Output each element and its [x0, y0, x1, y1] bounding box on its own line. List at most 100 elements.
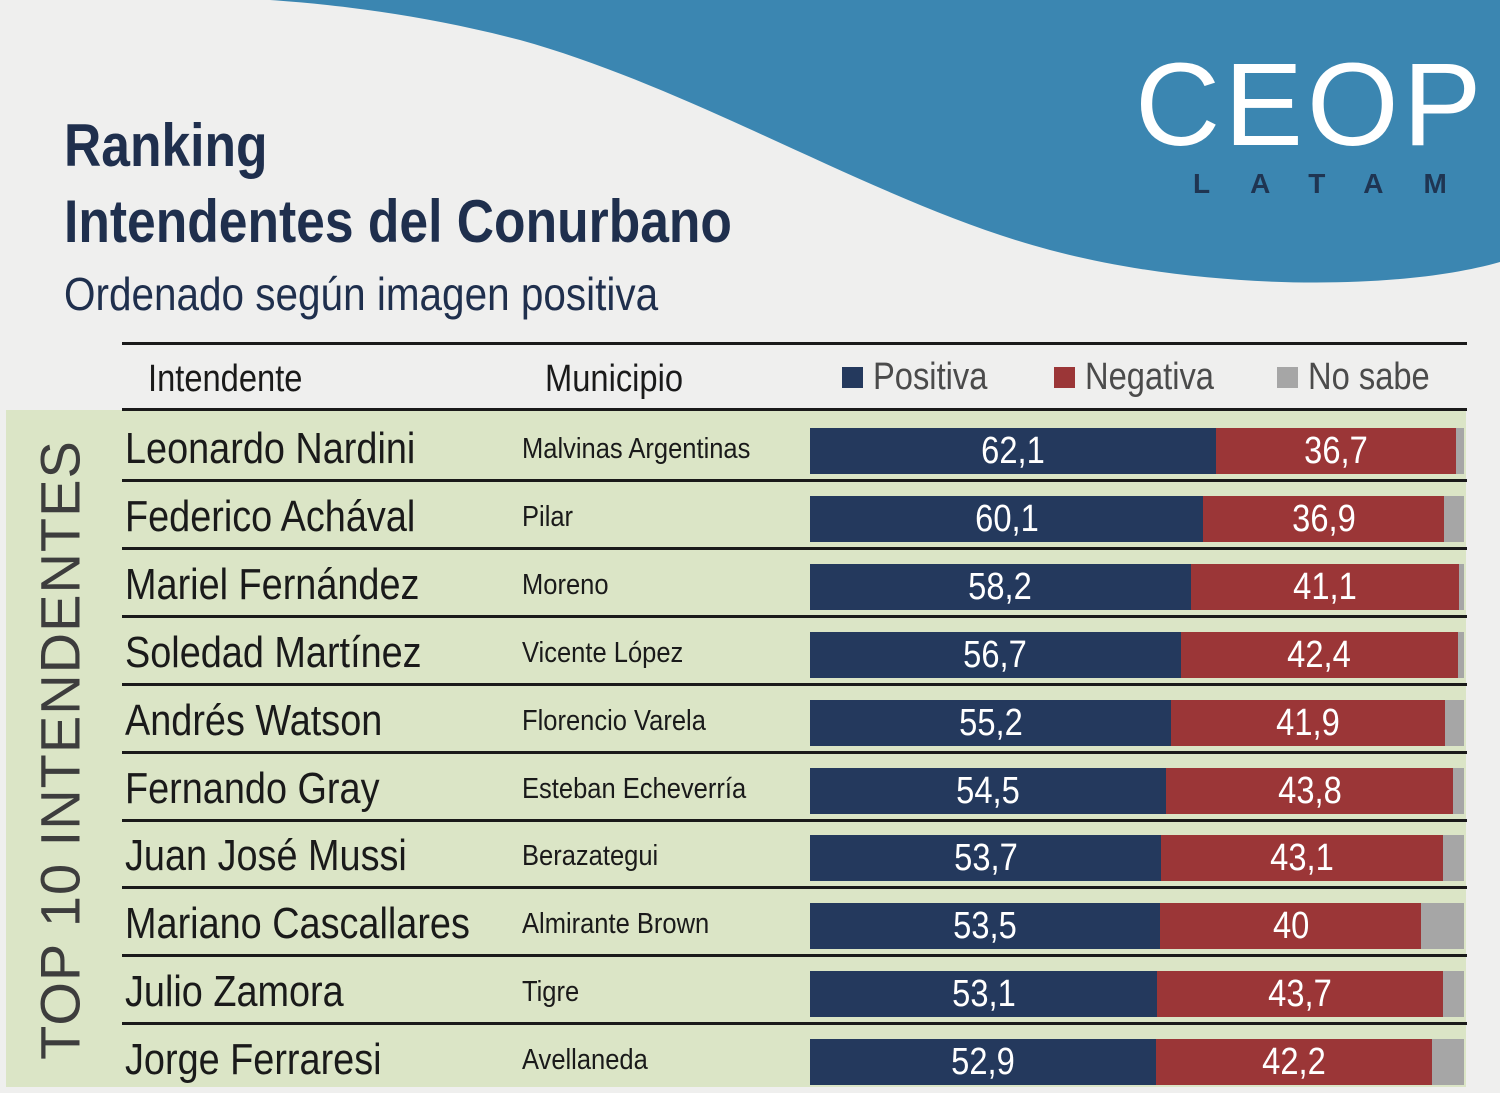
- data-label: 43,1: [1270, 837, 1334, 880]
- legend-swatch-no-sabe: [1277, 366, 1298, 388]
- chart-legend: Positiva Negativa No sabe: [842, 354, 1442, 400]
- header-wave-decoration: [270, 0, 1500, 283]
- intendente-name: Jorge Ferraresi: [125, 1035, 382, 1085]
- data-label: 43,8: [1277, 769, 1342, 812]
- municipio-name: Vicente López: [522, 636, 684, 669]
- title-line-1: Ranking: [64, 112, 268, 179]
- bar-segment-positiva: 53,7: [810, 835, 1162, 882]
- intendente-name: Mariel Fernández: [125, 559, 420, 609]
- column-header-intendente: Intendente: [148, 358, 303, 400]
- row-divider: [122, 546, 1467, 550]
- row-divider: [122, 682, 1467, 686]
- data-label: 42,4: [1287, 633, 1352, 676]
- bar-segment-no-sabe: [1431, 1039, 1464, 1086]
- municipio-name: Berazategui: [522, 840, 659, 873]
- ranking-row: Jorge Ferraresi Avellaneda 52,9 42,2: [122, 1025, 1467, 1093]
- bar-segment-positiva: 56,7: [810, 631, 1181, 678]
- bar-segment-no-sabe: [1458, 631, 1464, 678]
- logo-subtitle: LATAM: [1193, 168, 1487, 199]
- bar-segment-negativa: 42,4: [1180, 631, 1459, 678]
- municipio-name: Avellaneda: [522, 1044, 648, 1077]
- legend-label-no-sabe: No sabe: [1308, 355, 1430, 398]
- bar-segment-positiva: 58,2: [810, 563, 1191, 610]
- municipio-name: Malvinas Argentinas: [522, 433, 751, 465]
- data-label: 56,7: [963, 633, 1028, 676]
- data-label: 62,1: [981, 430, 1045, 472]
- bar-segment-positiva: 52,9: [810, 1039, 1156, 1086]
- bar-segment-no-sabe: [1445, 699, 1464, 746]
- stacked-bar: 60,1 36,9: [810, 495, 1464, 542]
- legend-swatch-positiva: [842, 366, 863, 388]
- row-divider: [122, 954, 1467, 958]
- intendente-name: Fernando Gray: [125, 763, 380, 813]
- row-divider: [122, 479, 1467, 482]
- bar-segment-no-sabe: [1452, 767, 1464, 814]
- data-label: 53,7: [953, 837, 1018, 880]
- municipio-name: Tigre: [522, 976, 580, 1009]
- legend-label-positiva: Positiva: [873, 355, 988, 398]
- intendente-name: Soledad Martínez: [125, 627, 422, 677]
- logo-wordmark: CEOP: [1135, 39, 1486, 171]
- ranking-row: Mariel Fernández Moreno 58,2 41,1: [122, 550, 1467, 618]
- bar-segment-no-sabe: [1443, 835, 1464, 882]
- municipio-name: Moreno: [522, 568, 609, 601]
- ceop-latam-logo: CEOP LATAM: [1135, 40, 1481, 200]
- header-top-rule: [122, 342, 1467, 345]
- bar-segment-positiva: 54,5: [810, 767, 1167, 814]
- stacked-bar: 56,7 42,4: [810, 631, 1464, 678]
- intendente-name: Julio Zamora: [125, 967, 344, 1017]
- bar-segment-positiva: 53,1: [810, 971, 1158, 1018]
- bar-segment-no-sabe: [1456, 428, 1464, 474]
- data-label: 53,1: [951, 973, 1016, 1016]
- municipio-name: Almirante Brown: [522, 908, 710, 941]
- bar-segment-positiva: 53,5: [810, 903, 1160, 950]
- title-line-2: Intendentes del Conurbano: [64, 188, 732, 255]
- row-divider: [122, 750, 1467, 754]
- bar-segment-negativa: 41,1: [1190, 563, 1460, 610]
- bar-segment-negativa: 40: [1159, 903, 1422, 950]
- data-label: 40: [1272, 905, 1309, 948]
- bar-segment-negativa: 36,7: [1216, 428, 1457, 474]
- stacked-bar: 55,2 41,9: [810, 699, 1464, 746]
- bar-segment-negativa: 41,9: [1171, 699, 1446, 746]
- data-label: 55,2: [958, 701, 1023, 744]
- row-divider: [122, 614, 1467, 618]
- data-label: 60,1: [974, 497, 1039, 540]
- bar-segment-negativa: 36,9: [1203, 495, 1445, 542]
- bar-segment-negativa: 43,8: [1166, 767, 1453, 814]
- data-label: 36,9: [1291, 497, 1356, 540]
- bar-segment-negativa: 42,2: [1155, 1039, 1432, 1086]
- intendente-name: Leonardo Nardini: [125, 424, 416, 473]
- bar-segment-negativa: 43,1: [1161, 835, 1444, 882]
- bar-segment-positiva: 60,1: [810, 495, 1204, 542]
- intendente-name: Juan José Mussi: [125, 831, 407, 881]
- page-subtitle: Ordenado según imagen positiva: [64, 268, 659, 320]
- stacked-bar: 53,7 43,1: [810, 835, 1464, 882]
- ranking-row: Juan José Mussi Berazategui 53,7 43,1: [122, 821, 1467, 890]
- intendente-name: Mariano Cascallares: [125, 899, 470, 949]
- intendente-name: Federico Achával: [125, 491, 416, 541]
- municipio-name: Florencio Varela: [522, 704, 706, 737]
- ranking-row: Julio Zamora Tigre 53,1 43,7: [122, 957, 1467, 1026]
- municipio-name: Esteban Echeverría: [522, 772, 747, 805]
- data-label: 41,1: [1293, 565, 1357, 608]
- page-title: Ranking Intendentes del Conurbano: [64, 108, 732, 260]
- stacked-bar: 52,9 42,2: [810, 1039, 1464, 1086]
- data-label: 36,7: [1304, 430, 1368, 472]
- row-divider: [122, 818, 1467, 822]
- bar-segment-no-sabe: [1421, 903, 1464, 950]
- ranking-row: Fernando Gray Esteban Echeverría 54,5 43,8: [122, 754, 1467, 822]
- ranking-row: Soledad Martínez Vicente López 56,7 42,4: [122, 618, 1467, 686]
- legend-label-negativa: Negativa: [1085, 355, 1214, 398]
- legend-swatch-negativa: [1054, 366, 1075, 388]
- side-label: TOP 10 INTENDENTES: [28, 440, 92, 1060]
- intendente-name: Andrés Watson: [125, 695, 383, 745]
- ranking-row: Federico Achával Pilar 60,1 36,9: [122, 482, 1467, 550]
- legend-item-negativa: Negativa: [1054, 354, 1235, 400]
- bar-segment-negativa: 43,7: [1157, 971, 1444, 1018]
- row-divider: [122, 1022, 1467, 1026]
- stacked-bar: 53,5 40: [810, 903, 1464, 950]
- column-header-municipio: Municipio: [545, 358, 684, 400]
- ranking-row: Mariano Cascallares Almirante Brown 53,5 40: [122, 889, 1467, 958]
- municipio-name: Pilar: [522, 500, 574, 533]
